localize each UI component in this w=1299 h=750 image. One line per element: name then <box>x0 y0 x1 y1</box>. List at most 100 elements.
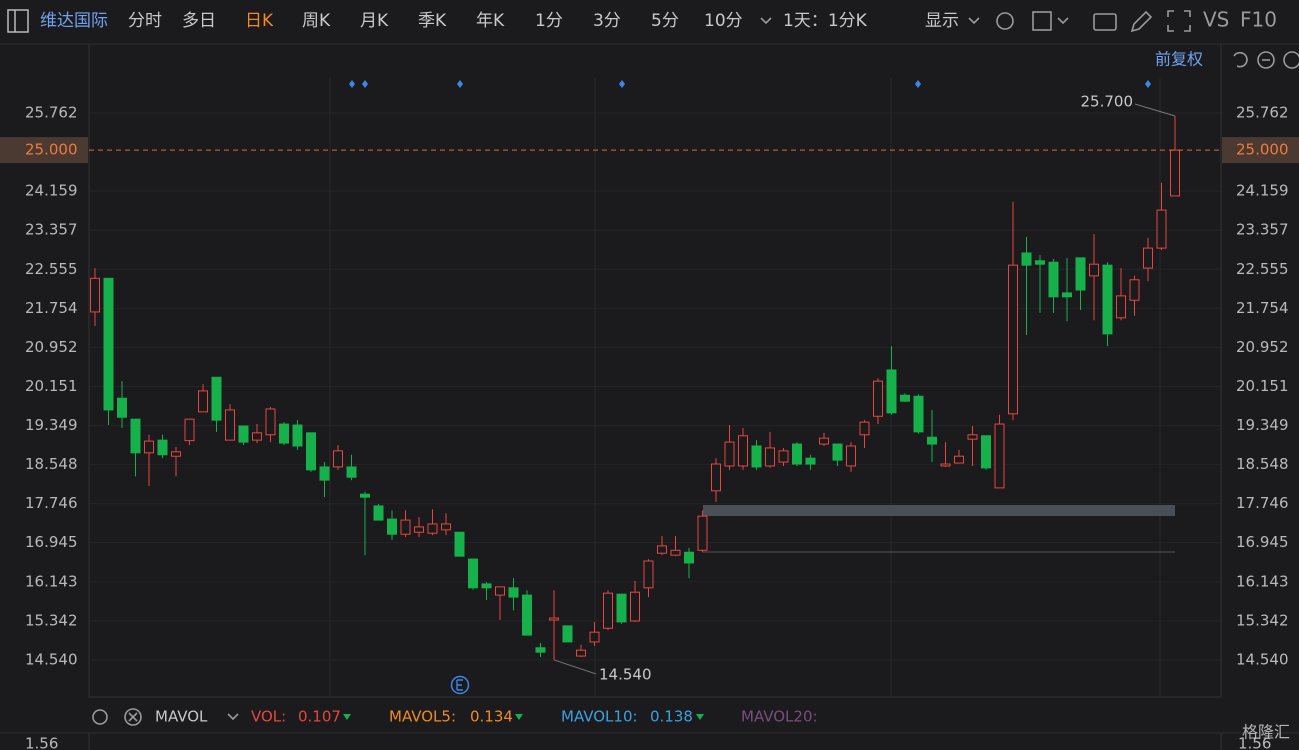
candle-body <box>765 447 775 467</box>
period-tab[interactable]: 5分 <box>651 11 679 31</box>
chevron <box>968 17 980 25</box>
candle-body <box>468 558 478 589</box>
y-tick-label: 23.357 <box>1236 221 1289 239</box>
zoom-out[interactable] <box>1257 51 1275 69</box>
period-tabs: 分时 多日 日K 周K 月K 季K 年K 1分 3分 5分 10分 <box>128 11 743 31</box>
display-menu[interactable]: 显示 <box>925 11 959 31</box>
candle-body <box>940 463 951 467</box>
y-tick-label: 16.945 <box>25 533 78 551</box>
candle-body <box>130 418 141 454</box>
candle-body <box>1035 260 1045 265</box>
period-tab[interactable]: 日K <box>245 11 274 31</box>
camera-icon[interactable] <box>1093 13 1117 31</box>
chevron[interactable] <box>760 17 772 25</box>
candle-body <box>387 518 397 535</box>
candle-body <box>117 397 127 418</box>
zoom-in[interactable] <box>1283 51 1299 69</box>
reset-icon[interactable] <box>1233 51 1248 68</box>
candle-body <box>684 551 694 564</box>
candle-body <box>981 435 991 469</box>
ma20-label: MAVOL20: <box>741 708 818 726</box>
candle-body <box>711 463 721 492</box>
period-tab[interactable]: 10分 <box>704 11 743 31</box>
period-tab[interactable]: 年K <box>476 11 505 31</box>
period-tab[interactable]: 1分 <box>535 11 563 31</box>
last-price-box <box>1222 137 1299 164</box>
candle-body <box>252 432 262 441</box>
volume-axis-label: 1.56 <box>25 735 58 750</box>
indicator-settings[interactable] <box>92 709 108 725</box>
panel-icon[interactable] <box>7 9 29 33</box>
candle-body <box>508 587 519 598</box>
watermark: 格隆汇 <box>1242 723 1290 742</box>
down-arrow <box>696 714 704 720</box>
candle-body <box>1021 252 1032 266</box>
adjust[interactable]: 前复权 <box>1155 50 1203 69</box>
candle-body <box>954 455 964 464</box>
candle-body <box>657 545 667 554</box>
candle-body <box>967 434 978 440</box>
candle-body <box>319 466 330 481</box>
candle-body <box>225 409 235 441</box>
period-tab[interactable]: 月K <box>360 11 389 31</box>
candle-body <box>589 631 600 643</box>
event-markers <box>349 80 1151 88</box>
candle-body <box>144 440 154 454</box>
y-tick-label: 19.349 <box>25 416 78 434</box>
candle-body <box>994 423 1005 489</box>
earnings-marker[interactable] <box>450 675 470 695</box>
candle-body <box>724 441 735 467</box>
draw-icon[interactable] <box>1130 10 1153 33</box>
candle-body <box>306 432 316 471</box>
interval[interactable]: 1天：1分K <box>783 11 868 31</box>
candle-body <box>873 380 883 417</box>
candle-body <box>211 376 222 421</box>
period-tab[interactable]: 季K <box>418 11 447 31</box>
period-tab[interactable]: 分时 <box>128 11 162 31</box>
candle-body <box>616 593 627 623</box>
indicator-close[interactable] <box>124 708 142 726</box>
candle-body <box>562 625 573 643</box>
period-tab[interactable]: 多日 <box>182 11 216 31</box>
ma10-label: MAVOL10: <box>561 708 638 726</box>
candle-body <box>427 523 438 534</box>
indicator-name[interactable]: MAVOL <box>155 708 208 726</box>
y-tick-label: 20.952 <box>1236 338 1289 356</box>
candle-body <box>535 647 546 653</box>
down-arrow <box>515 714 523 720</box>
candle-body <box>184 418 195 442</box>
color-icon[interactable] <box>1032 11 1052 31</box>
chart: 25.762 25.762 24.159 24.159 23.357 23.357 22.5… <box>0 44 1299 698</box>
stock-name[interactable]: 维达国际 <box>40 11 108 31</box>
candle-body <box>1170 149 1180 197</box>
y-tick-label: 22.555 <box>1236 260 1289 278</box>
candle-body <box>832 443 843 461</box>
y-tick-label: 17.746 <box>25 494 78 512</box>
period-tab[interactable]: 周K <box>302 11 331 31</box>
compare[interactable]: VS <box>1203 8 1229 32</box>
candle-body <box>576 649 586 657</box>
vol-label: VOL: <box>251 708 286 726</box>
y-tick-label: 24.159 <box>25 182 78 200</box>
candle-body <box>738 435 748 467</box>
settings-icon[interactable] <box>996 12 1014 30</box>
fullscreen-icon[interactable] <box>1167 10 1191 32</box>
candle-body <box>778 450 789 463</box>
candle-body <box>373 505 384 521</box>
candle-body <box>1116 295 1126 319</box>
y-tick-label: 18.548 <box>1236 455 1289 473</box>
candle-body <box>1156 209 1167 249</box>
y-tick-label: 21.754 <box>25 299 78 317</box>
candle-body <box>1008 264 1018 415</box>
f10[interactable]: F10 <box>1240 8 1277 32</box>
range-band <box>703 505 1175 516</box>
candle-body <box>103 277 114 411</box>
last-price-label: 25.000 <box>25 141 78 159</box>
candle-body <box>414 526 424 533</box>
min-leader <box>553 659 597 675</box>
y-tick-label: 16.945 <box>1236 533 1289 551</box>
period-tab[interactable]: 3分 <box>593 11 621 31</box>
candle-body <box>441 523 451 531</box>
